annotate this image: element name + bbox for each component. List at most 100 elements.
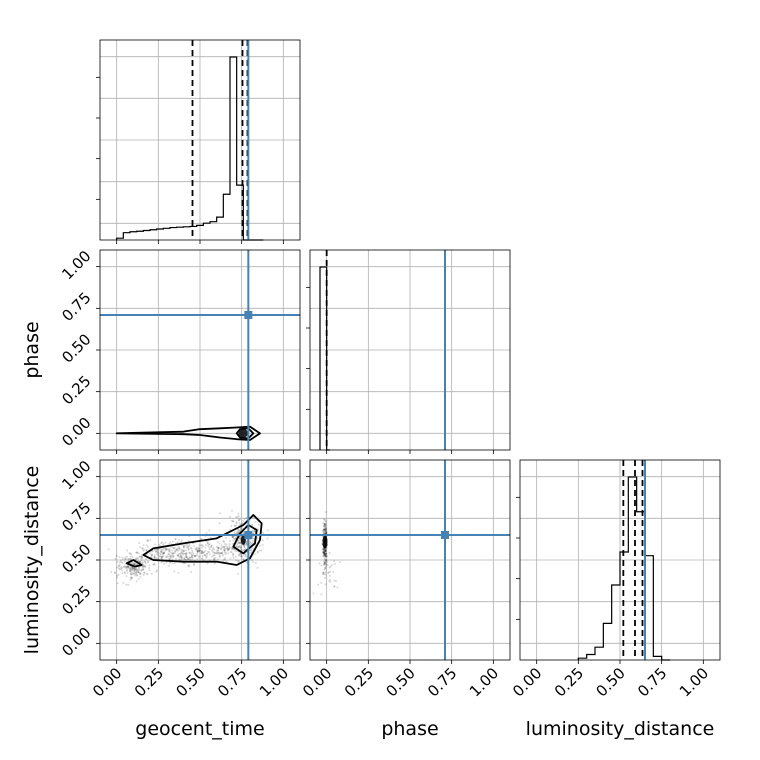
scatter-point (185, 555, 188, 558)
scatter-point (185, 552, 188, 555)
scatter-point (186, 543, 189, 546)
scatter-point (334, 562, 337, 565)
scatter-point (126, 565, 129, 568)
scatter-point (239, 529, 242, 532)
scatter-point (167, 549, 170, 552)
scatter-point (217, 546, 220, 549)
scatter-point (324, 529, 327, 532)
scatter-point (140, 555, 143, 558)
scatter-point (173, 546, 176, 549)
scatter-point (126, 565, 129, 568)
scatter-point (176, 547, 179, 550)
scatter-point (174, 549, 177, 552)
scatter-point (257, 523, 260, 526)
histogram-step-line (577, 476, 670, 661)
scatter-point (201, 544, 204, 547)
scatter-point (174, 537, 177, 540)
scatter-point (229, 539, 232, 542)
scatter-point (227, 548, 230, 551)
y-tick-label: 0.00 (58, 414, 94, 450)
scatter-point (210, 544, 213, 547)
x-tick-label: 0.25 (341, 664, 377, 700)
scatter-point (323, 562, 326, 565)
scatter-point (195, 554, 198, 557)
scatter-point (168, 557, 171, 560)
scatter-point (325, 527, 328, 530)
scatter-point (130, 577, 133, 580)
scatter-point (146, 553, 149, 556)
scatter-point (228, 546, 231, 549)
x-tick-label: 0.00 (89, 664, 125, 700)
scatter-point (222, 540, 225, 543)
scatter-point (132, 567, 135, 570)
scatter-point (168, 558, 171, 561)
scatter-point (232, 539, 235, 542)
scatter-point (239, 541, 242, 544)
scatter-point (320, 581, 323, 584)
scatter-point (137, 571, 140, 574)
scatter-point (225, 560, 228, 563)
scatter-point (254, 520, 257, 523)
scatter-point (153, 563, 156, 566)
scatter-point (248, 543, 251, 546)
scatter-point (235, 516, 238, 519)
scatter-point (138, 568, 141, 571)
scatter-point (191, 551, 194, 554)
scatter-point (232, 520, 235, 523)
scatter-point (324, 550, 327, 553)
scatter-point (129, 555, 132, 558)
scatter-point (129, 552, 132, 555)
scatter-point (140, 555, 143, 558)
scatter-point (130, 569, 133, 572)
scatter-point (216, 551, 219, 554)
scatter-point (323, 568, 326, 571)
scatter-point (322, 530, 325, 533)
scatter-point (144, 565, 147, 568)
scatter-point (323, 560, 326, 563)
scatter-point (192, 563, 195, 566)
scatter-point (324, 519, 327, 522)
scatter-point (182, 546, 185, 549)
scatter-point (193, 554, 196, 557)
scatter-point (322, 528, 325, 531)
scatter-point (249, 551, 252, 554)
scatter-point (227, 552, 230, 555)
scatter-point (324, 527, 327, 530)
scatter-point (257, 529, 260, 532)
scatter-point (322, 522, 325, 525)
scatter-point (324, 529, 327, 532)
scatter-point (240, 555, 243, 558)
scatter-point (324, 549, 327, 552)
scatter-point (138, 560, 141, 563)
scatter-point (125, 575, 128, 578)
scatter-point (252, 516, 255, 519)
scatter-point (225, 536, 228, 539)
scatter-point (176, 554, 179, 557)
scatter-point (205, 556, 208, 559)
scatter-point (323, 553, 326, 556)
scatter-point (266, 529, 269, 532)
scatter-point (114, 571, 117, 574)
scatter-point (173, 562, 176, 565)
scatter-point (141, 547, 144, 550)
scatter-point (142, 544, 145, 547)
scatter-point (324, 558, 327, 561)
scatter-point (140, 559, 143, 562)
scatter-point (251, 523, 254, 526)
scatter-point (216, 541, 219, 544)
scatter-point (151, 553, 154, 556)
scatter-point (149, 552, 152, 555)
scatter-point (215, 552, 218, 555)
scatter-point (121, 567, 124, 570)
scatter-point (256, 551, 259, 554)
scatter-point (197, 555, 200, 558)
scatter-point (151, 554, 154, 557)
scatter-point (320, 564, 323, 567)
scatter-point (149, 539, 152, 542)
scatter-point (135, 563, 138, 566)
scatter-point (212, 554, 215, 557)
scatter-point (206, 542, 209, 545)
scatter-point (221, 560, 224, 563)
scatter-point (236, 572, 239, 575)
scatter-point (324, 554, 327, 557)
